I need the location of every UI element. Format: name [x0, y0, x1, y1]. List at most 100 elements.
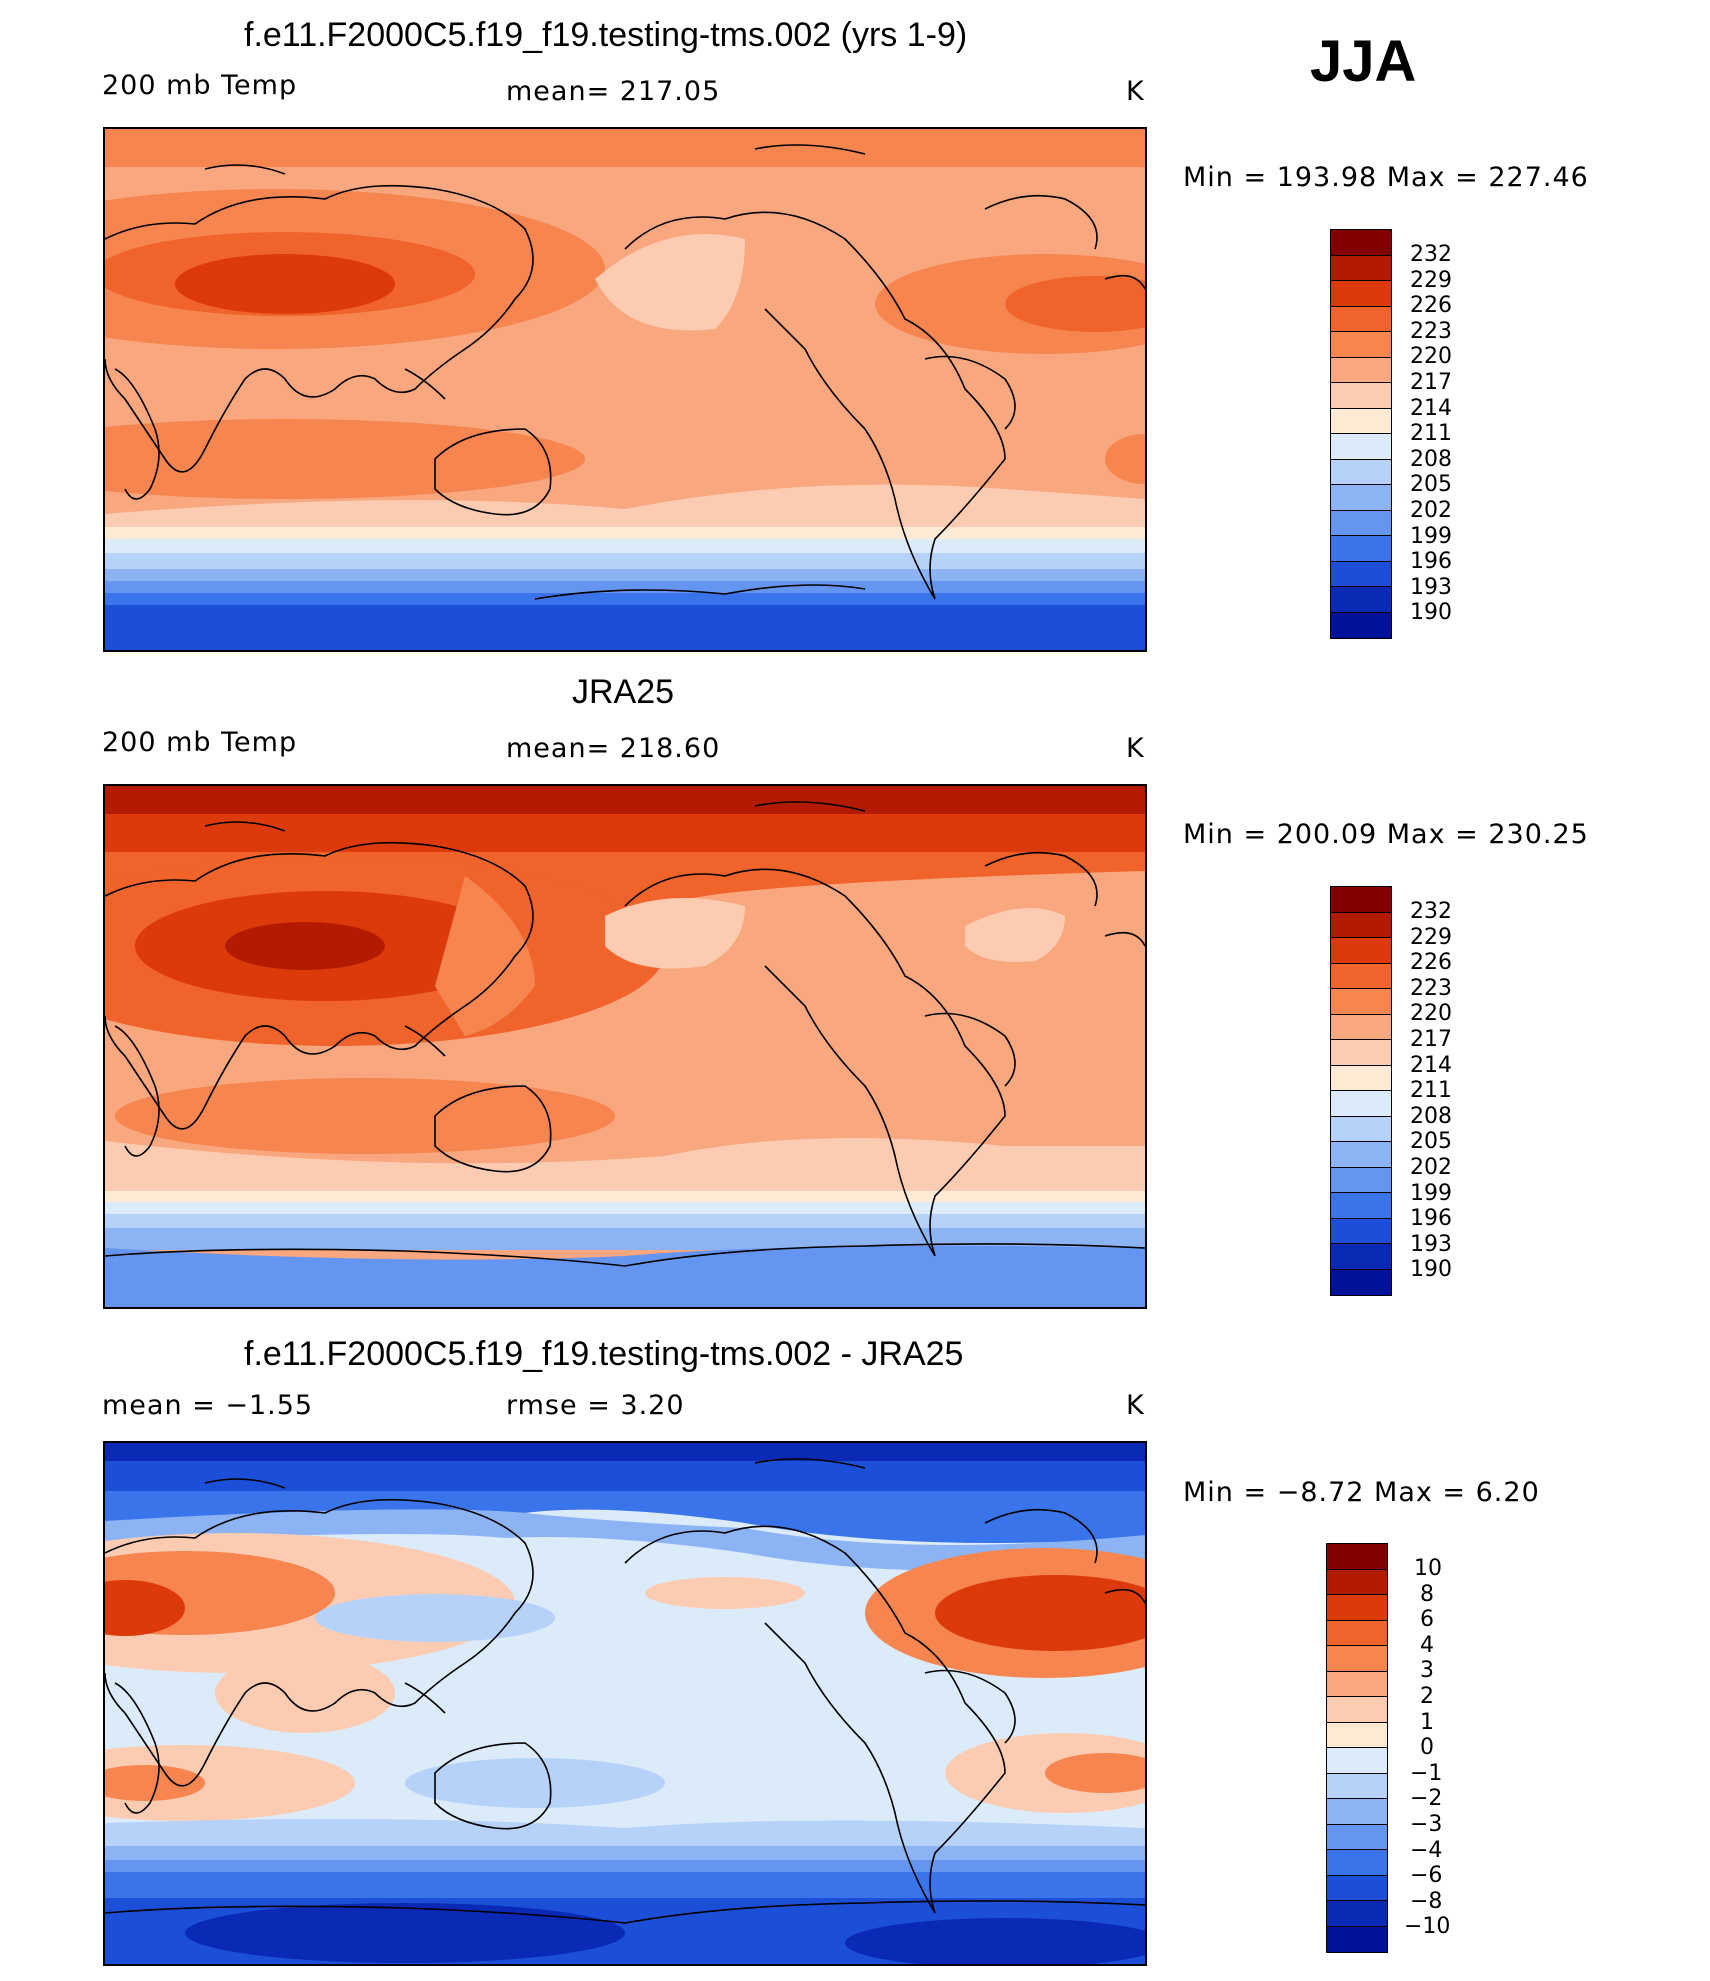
- colorbar-tick-label: 8: [1420, 1581, 1434, 1607]
- panel-1-colorbar: [1330, 229, 1392, 639]
- panel-3-colorbar: [1326, 1543, 1388, 1953]
- colorbar-tick-label: 196: [1410, 1206, 1452, 1232]
- colorbar-tick-label: 229: [1410, 267, 1452, 293]
- colorbar-tick-label: 205: [1410, 472, 1452, 498]
- colorbar-swatch: [1331, 1218, 1391, 1244]
- panel-3-title: f.e11.F2000C5.f19_f19.testing-tms.002 - …: [244, 1335, 964, 1373]
- colorbar-tick-label: 2: [1420, 1684, 1434, 1709]
- colorbar-tick-label: 202: [1410, 498, 1452, 523]
- panel-3-minmax-label: Min = −8.72 Max = 6.20: [1183, 1477, 1540, 1508]
- colorbar-swatch: [1331, 255, 1391, 281]
- colorbar-swatch: [1327, 1620, 1387, 1646]
- panel-2-variable-label: 200 mb Temp: [102, 727, 298, 758]
- colorbar-swatch: [1331, 357, 1391, 383]
- colorbar-swatch: [1327, 1671, 1387, 1697]
- colorbar-swatch: [1331, 938, 1391, 964]
- colorbar-tick-label: 217: [1410, 370, 1452, 395]
- colorbar-tick-label: 232: [1410, 242, 1452, 267]
- colorbar-tick-label: −10: [1404, 1914, 1451, 1940]
- colorbar-tick-label: 220: [1410, 1001, 1452, 1027]
- colorbar-swatch: [1331, 459, 1391, 485]
- colorbar-swatch: [1331, 1014, 1391, 1040]
- season-label: JJA: [1310, 29, 1417, 94]
- colorbar-swatch: [1331, 1269, 1391, 1295]
- colorbar-swatch: [1327, 1773, 1387, 1799]
- colorbar-swatch: [1331, 434, 1391, 460]
- colorbar-tick-label: 211: [1410, 421, 1452, 447]
- colorbar-tick-label: −1: [1410, 1760, 1443, 1786]
- colorbar-tick-label: 3: [1420, 1658, 1434, 1684]
- colorbar-swatch: [1327, 1875, 1387, 1901]
- colorbar-tick-label: 205: [1410, 1129, 1452, 1155]
- colorbar-tick-label: 214: [1410, 1052, 1452, 1078]
- colorbar-swatch: [1327, 1901, 1387, 1927]
- colorbar-swatch: [1327, 1646, 1387, 1672]
- panel-2-units-label: K: [1126, 733, 1145, 764]
- colorbar-swatch: [1331, 1065, 1391, 1091]
- colorbar-swatch: [1331, 1091, 1391, 1117]
- colorbar-swatch: [1327, 1722, 1387, 1748]
- colorbar-tick-label: 193: [1410, 1231, 1452, 1257]
- colorbar-swatch: [1331, 485, 1391, 511]
- colorbar-swatch: [1327, 1799, 1387, 1825]
- colorbar-tick-label: 4: [1420, 1632, 1434, 1658]
- colorbar-swatch: [1331, 1116, 1391, 1142]
- colorbar-tick-label: −4: [1410, 1837, 1443, 1863]
- colorbar-swatch: [1331, 989, 1391, 1015]
- colorbar-swatch: [1331, 561, 1391, 587]
- colorbar-swatch: [1331, 1142, 1391, 1168]
- colorbar-tick-label: 232: [1410, 899, 1452, 924]
- colorbar-swatch: [1331, 1193, 1391, 1219]
- colorbar-swatch: [1331, 510, 1391, 536]
- colorbar-swatch: [1331, 332, 1391, 358]
- colorbar-swatch: [1331, 306, 1391, 332]
- colorbar-tick-label: 190: [1410, 600, 1452, 626]
- panel-2-map-field: [105, 786, 1145, 1307]
- colorbar-swatch: [1331, 1167, 1391, 1193]
- colorbar-swatch: [1327, 1926, 1387, 1952]
- colorbar-tick-label: 217: [1410, 1027, 1452, 1052]
- colorbar-tick-label: −3: [1410, 1812, 1443, 1837]
- colorbar-swatch: [1331, 1040, 1391, 1066]
- colorbar-swatch: [1331, 912, 1391, 938]
- colorbar-tick-label: 226: [1410, 293, 1452, 319]
- colorbar-swatch: [1327, 1544, 1387, 1570]
- colorbar-tick-label: 229: [1410, 924, 1452, 950]
- colorbar-tick-label: 0: [1420, 1735, 1434, 1761]
- panel-3-rmse-label: rmse = 3.20: [506, 1390, 685, 1421]
- panel-2-minmax-label: Min = 200.09 Max = 230.25: [1183, 819, 1589, 850]
- panel-1-map-field: [105, 129, 1145, 650]
- panel-1-minmax-label: Min = 193.98 Max = 227.46: [1183, 162, 1589, 193]
- colorbar-tick-label: 10: [1414, 1556, 1442, 1581]
- colorbar-swatch: [1327, 1569, 1387, 1595]
- colorbar-swatch: [1331, 536, 1391, 562]
- colorbar-tick-label: 211: [1410, 1078, 1452, 1104]
- colorbar-tick-label: 223: [1410, 318, 1452, 344]
- colorbar-swatch: [1331, 587, 1391, 613]
- panel-1-title: f.e11.F2000C5.f19_f19.testing-tms.002 (y…: [244, 16, 968, 54]
- colorbar-tick-label: 1: [1420, 1709, 1434, 1735]
- colorbar-swatch: [1331, 1244, 1391, 1270]
- colorbar-tick-label: 220: [1410, 344, 1452, 370]
- colorbar-tick-label: 196: [1410, 549, 1452, 575]
- colorbar-swatch: [1327, 1824, 1387, 1850]
- colorbar-tick-label: 6: [1420, 1607, 1434, 1633]
- panel-1-variable-label: 200 mb Temp: [102, 70, 298, 101]
- colorbar-swatch: [1327, 1748, 1387, 1774]
- colorbar-swatch: [1331, 408, 1391, 434]
- panel-2-title: JRA25: [572, 673, 675, 711]
- panel-1-units-label: K: [1126, 76, 1145, 107]
- colorbar-tick-label: −8: [1410, 1888, 1443, 1914]
- colorbar-swatch: [1331, 612, 1391, 638]
- panel-3-units-label: K: [1126, 1390, 1145, 1421]
- panel-3-map-field: [105, 1443, 1145, 1964]
- colorbar-swatch: [1331, 963, 1391, 989]
- colorbar-swatch: [1327, 1697, 1387, 1723]
- colorbar-swatch: [1327, 1850, 1387, 1876]
- colorbar-swatch: [1331, 383, 1391, 409]
- panel-2-coastlines: [105, 801, 1145, 1267]
- colorbar-tick-label: 226: [1410, 950, 1452, 976]
- panel-1-map: [103, 127, 1147, 652]
- colorbar-tick-label: −6: [1410, 1863, 1443, 1889]
- colorbar-swatch: [1327, 1595, 1387, 1621]
